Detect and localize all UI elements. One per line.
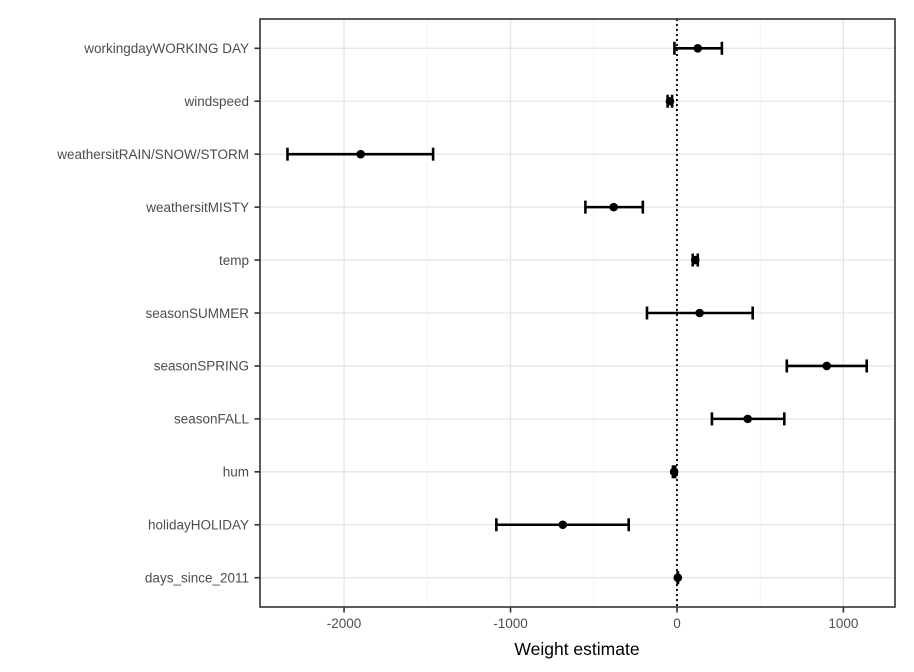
coefficient-row [286, 147, 435, 161]
axis-layer: workingdayWORKING DAY windspeed weathersit… [56, 41, 858, 631]
x-axis-tick-label: -2000 [327, 616, 362, 631]
estimate-point [695, 308, 704, 318]
y-axis-label: holidayHOLIDAY [148, 518, 249, 533]
coefficient-row [785, 359, 869, 373]
x-axis-tick-label: 0 [673, 616, 681, 631]
estimate-point [356, 149, 366, 159]
estimate-point [673, 573, 683, 582]
coefficient-row [495, 518, 630, 532]
estimate-point [822, 361, 832, 371]
y-axis-label: workingdayWORKING DAY [83, 41, 249, 56]
coefficient-row [673, 571, 683, 585]
estimate-point [669, 467, 679, 477]
estimate-point [558, 520, 568, 530]
coefficient-row [673, 41, 724, 55]
x-axis-tick-label: -1000 [493, 616, 528, 631]
y-axis-label: seasonFALL [174, 412, 250, 427]
x-axis-tick-label: 1000 [828, 616, 858, 631]
estimate-point [693, 44, 703, 53]
estimate-point [609, 202, 619, 212]
coefficient-row [665, 94, 675, 108]
coefficient-row [690, 253, 700, 267]
y-axis-label: weathersitRAIN/SNOW/STORM [56, 147, 249, 162]
y-axis-label: windspeed [183, 94, 249, 109]
x-axis-title: Weight estimate [514, 639, 639, 659]
estimate-point [743, 414, 752, 424]
y-axis-label: seasonSUMMER [145, 306, 249, 321]
y-axis-label: seasonSPRING [154, 359, 249, 374]
coefficient-row [645, 306, 754, 320]
coefficient-row [669, 465, 679, 479]
data-layer [286, 41, 869, 585]
y-axis-label: days_since_2011 [145, 571, 249, 586]
estimate-point [690, 255, 700, 265]
coefficient-row [584, 200, 645, 214]
estimate-point [665, 96, 675, 106]
y-axis-label: temp [219, 253, 249, 268]
coefficient-row [710, 412, 786, 426]
grid-layer [260, 19, 895, 607]
y-axis-label: hum [223, 465, 249, 480]
y-axis-label: weathersitMISTY [145, 200, 249, 215]
